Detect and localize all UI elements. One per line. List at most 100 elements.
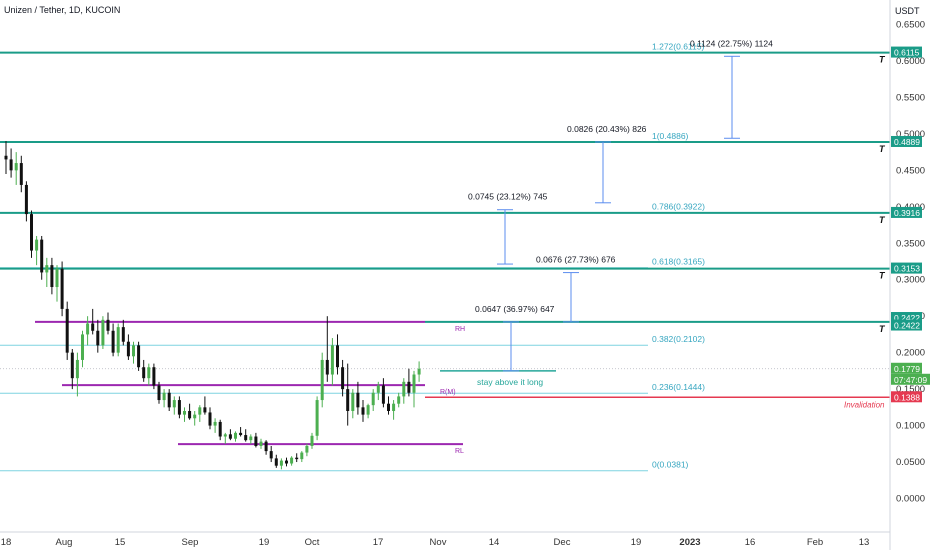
candle-body (407, 381, 411, 393)
purple-level-label: R(M) (440, 389, 456, 396)
candle-body (203, 407, 207, 413)
candle-body (30, 214, 33, 251)
stay-above-label: stay above it long (477, 377, 543, 387)
candle-body (40, 239, 44, 273)
candle-body (239, 432, 243, 436)
candle-body (142, 367, 146, 379)
x-tick-label: Dec (554, 537, 571, 548)
candle-body (371, 392, 375, 406)
candle-body (75, 359, 79, 379)
candle-body (91, 323, 95, 331)
candle-body (346, 389, 350, 411)
price-tag-label: 0.2422 (894, 313, 920, 323)
price-tag-bg (891, 362, 922, 374)
candle-body (162, 392, 166, 401)
fib-level-label: 0.382(0.2102) (652, 334, 705, 344)
candle-body (121, 327, 125, 342)
y-tick-label: 0.4500 (896, 165, 925, 176)
price-tag-label: 0.1779 (894, 364, 920, 374)
y-tick-label: 0.5500 (896, 92, 925, 103)
candle-body (320, 359, 324, 401)
trend-marker: T (879, 215, 886, 225)
candle-body (132, 345, 135, 357)
countdown-tag-bg (891, 373, 930, 385)
candle-body (366, 405, 370, 415)
candle-body (381, 385, 385, 404)
candle-body (70, 352, 74, 379)
candle-body (218, 421, 222, 437)
candle-body (259, 441, 263, 446)
candle-body (106, 319, 110, 331)
price-tag-bg (891, 312, 922, 324)
price-tag-bg (891, 391, 922, 403)
candle-body (417, 368, 421, 375)
y-tick-label: 0.5000 (896, 129, 925, 140)
measure-label: 0.0745 (23.12%) 745 (468, 192, 548, 202)
candle-body (315, 400, 319, 436)
countdown-label: 07:47:09 (894, 375, 927, 385)
price-tag-label: 0.4889 (894, 137, 920, 147)
x-tick-label: 13 (859, 537, 870, 548)
measure-label: 0.0826 (20.43%) 826 (567, 124, 647, 134)
candle-body (264, 441, 268, 452)
candle-body (254, 436, 258, 446)
candle-body (351, 392, 355, 411)
x-tick-label: 2023 (679, 537, 700, 548)
y-tick-label: 0.1000 (896, 421, 925, 432)
x-tick-label: 15 (115, 537, 126, 548)
candle-body (305, 445, 309, 453)
candle-body (24, 184, 28, 215)
price-tag-label: 0.3916 (894, 208, 920, 218)
candle-body (4, 155, 8, 160)
trend-marker: T (879, 144, 886, 154)
candle-body (198, 407, 202, 415)
price-tag-bg (891, 206, 922, 218)
candle-body (65, 308, 69, 353)
x-tick-label: 19 (631, 537, 642, 548)
candles-layer (4, 141, 421, 470)
candle-body (330, 345, 334, 375)
candle-body (213, 421, 217, 426)
y-tick-label: 0.6500 (896, 20, 925, 31)
candle-body (356, 392, 360, 408)
candle-body (392, 403, 396, 411)
candle-body (111, 330, 115, 353)
purple-level-label: RH (455, 326, 465, 333)
candle-body (341, 367, 345, 390)
candle-body (19, 163, 23, 185)
candle-body (310, 435, 314, 446)
x-tick-label: Aug (56, 537, 73, 548)
invalidation-label: Invalidation (844, 400, 885, 409)
candle-body (55, 268, 59, 288)
candle-body (157, 385, 161, 401)
y-tick-label: 0.0500 (896, 457, 925, 468)
candle-body (269, 451, 273, 459)
measure-label: 0.0647 (36.97%) 647 (475, 304, 555, 314)
candle-body (167, 392, 171, 408)
candle-body (96, 330, 100, 346)
candle-body (172, 400, 176, 408)
candle-body (300, 452, 304, 460)
x-tick-label: Sep (182, 537, 199, 548)
y-tick-label: 0.3000 (896, 275, 925, 286)
price-tag-bg (891, 135, 922, 147)
candle-body (193, 414, 197, 419)
x-tick-label: 14 (489, 537, 500, 548)
x-tick-label: 19 (259, 537, 270, 548)
fib-level-label: 0.618(0.3165) (652, 257, 705, 267)
price-tag-label: 0.2422 (894, 321, 920, 331)
candle-body (208, 412, 212, 426)
levels-layer: 1.272(0.6115) 1(0.4886) 0.786(0.3922) 0.618… (0, 42, 890, 472)
trend-marker: T (879, 55, 886, 65)
candle-body (223, 434, 227, 437)
candle-body (397, 396, 401, 404)
measurements-layer: 0.0647 (36.97%) 647 0.0676 (27.73%) 676 0.… (468, 38, 773, 372)
fib-level-label: 1(0.4886) (652, 131, 689, 141)
candle-body (116, 327, 120, 353)
measure-label: 0.0676 (27.73%) 676 (536, 255, 616, 265)
candle-body (45, 265, 49, 273)
price-tag-bg (891, 262, 922, 274)
candle-body (412, 374, 416, 393)
